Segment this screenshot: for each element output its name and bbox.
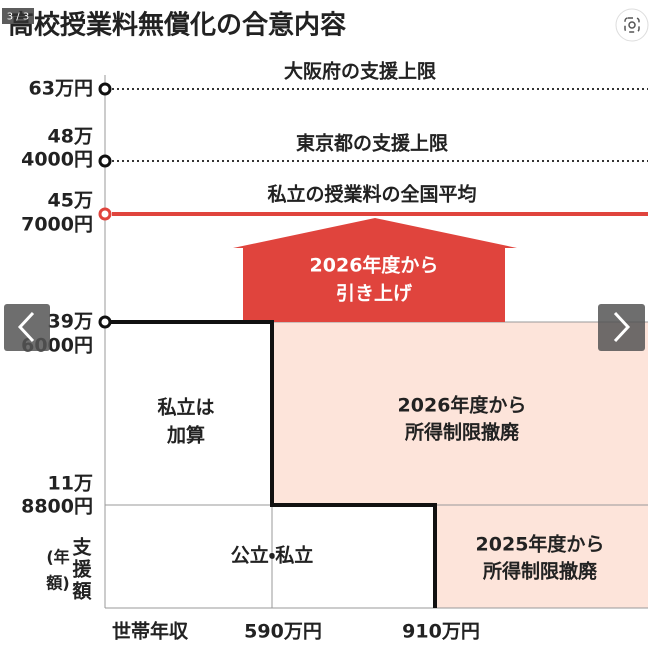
y-label: 4000円 [21,149,93,171]
y-title: (年 [46,548,69,567]
y-title: 額) [45,574,69,593]
y-title: 支 [72,537,91,559]
support-step [105,320,437,608]
arrow-label: 引き上げ [336,283,413,305]
x-label: 590万円 [244,621,322,643]
raise-arrow [233,218,517,322]
area-label: 公立・私立 [231,544,313,567]
counter-badge [2,8,34,24]
line-label: 私立の授業料の全国平均 [267,183,476,206]
y-label: 8800円 [21,496,93,518]
line-label: 東京都の支援上限 [296,132,448,155]
area-label: 加算 [166,424,205,447]
chart-title: 高校授業料無償化の合意内容 [8,10,346,41]
line-label: 大阪府の支援上限 [284,60,436,83]
area-label: 所得制限撤廃 [482,560,598,583]
y-label: 48万 [48,126,93,148]
x-label: 910万円 [402,621,480,643]
y-label: 7000円 [21,214,93,236]
y-label: 11万 [48,473,93,495]
area-lower [435,505,648,608]
x-label: 世帯年収 [112,620,189,643]
counter: 3 / 3 [7,12,29,23]
y-title: 援 [72,558,92,581]
area-upper [272,322,648,505]
axis-dot [98,207,112,221]
axis-dot [98,82,112,96]
axis-dot [98,154,112,168]
y-label: 63万円 [29,78,93,100]
y-title: 額 [71,580,92,603]
area-label: 2026年度から [398,394,527,417]
arrow-label: 2026年度から [310,254,439,277]
axis-dot [98,315,112,329]
area-label: 2025年度から [476,533,605,556]
area-label: 私立は [157,396,214,419]
y-label: 45万 [48,190,93,212]
area-label: 所得制限撤廃 [404,421,520,444]
next-button[interactable] [598,304,645,351]
zoom-button[interactable] [615,8,649,42]
prev-button[interactable] [4,304,50,351]
y-label: 39万 [48,311,93,333]
